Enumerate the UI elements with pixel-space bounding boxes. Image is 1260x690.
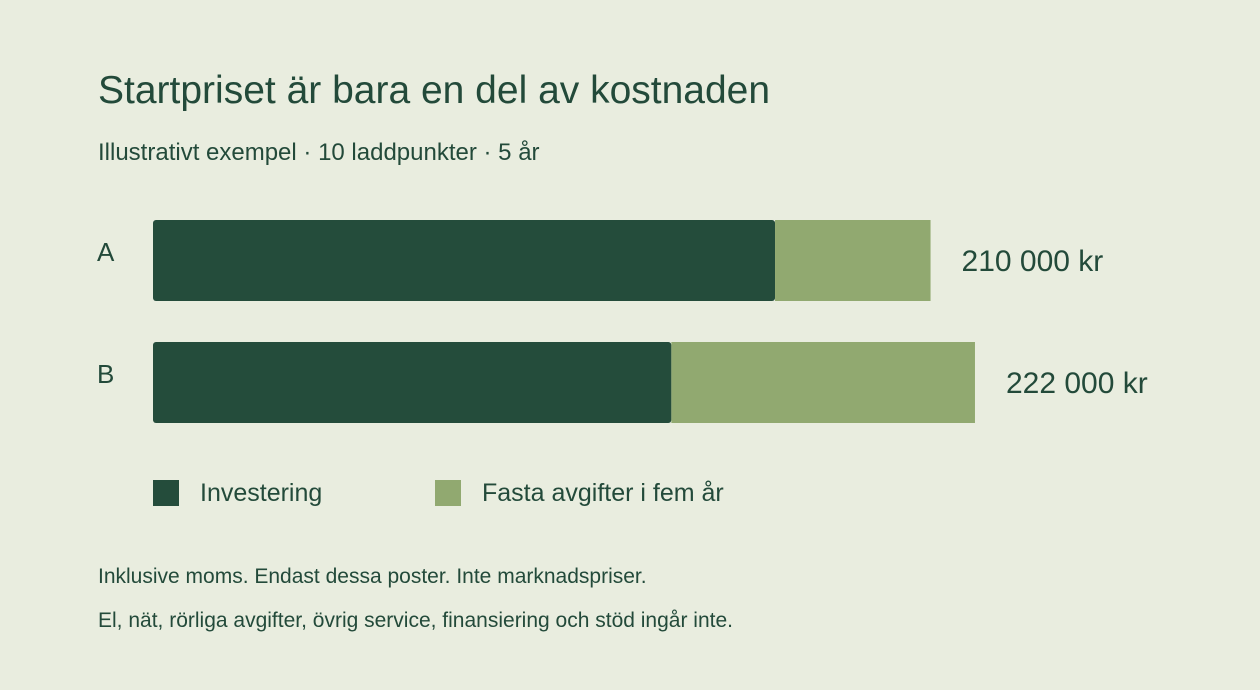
total-label-b: 222 000 kr: [1006, 367, 1148, 400]
legend-swatch-investering: [153, 480, 179, 506]
legend-item-investering: Investering: [153, 479, 323, 507]
legend-item-fasta-avgifter: Fasta avgifter i fem år: [435, 479, 724, 507]
footnote-moms: Inklusive moms. Endast dessa poster. Int…: [98, 565, 647, 588]
bar-b-investering: [153, 342, 672, 423]
category-label-a: A: [97, 237, 115, 267]
bar-a-fasta-avgifter-i-fem-år: [775, 220, 931, 301]
chart-title: Startpriset är bara en del av kostnaden: [98, 69, 771, 112]
total-label-a: 210 000 kr: [962, 245, 1104, 278]
chart-subtitle: Illustrativt exempel · 10 laddpunkter · …: [98, 139, 540, 166]
legend-swatch-fasta-avgifter: [435, 480, 461, 506]
legend-label-investering: Investering: [200, 479, 323, 507]
bar-b-fasta-avgifter-i-fem-år: [671, 342, 975, 423]
footnote-exclusions: El, nät, rörliga avgifter, övrig service…: [98, 609, 733, 632]
category-label-b: B: [97, 359, 114, 389]
legend-label-fasta-avgifter: Fasta avgifter i fem år: [482, 479, 724, 507]
bar-a-investering: [153, 220, 776, 301]
